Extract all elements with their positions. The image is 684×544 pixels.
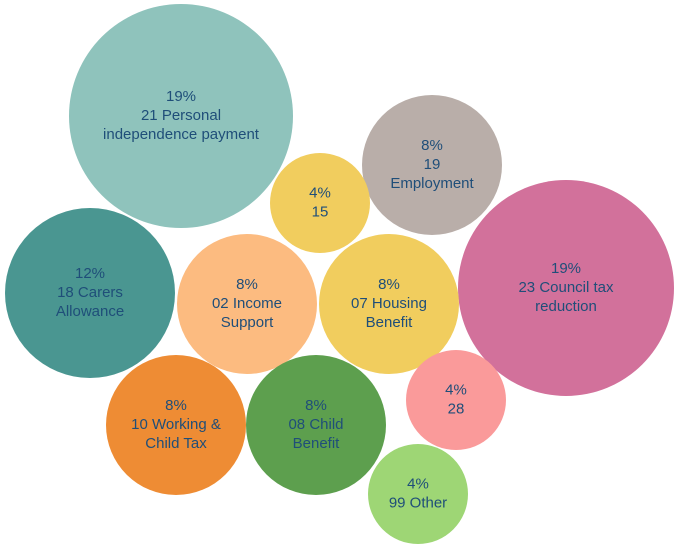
bubble-percent-council-tax-reduction: 19%: [551, 260, 581, 277]
bubble-category-line-personal-independence-payment: 21 Personal: [141, 107, 221, 124]
bubble-category-line-employment: 19: [424, 156, 441, 173]
bubble-circle-category-15: [270, 153, 370, 253]
bubble-category-line-employment: Employment: [390, 175, 474, 192]
bubble-personal-independence-payment: 19% 21 Personal independence payment: [69, 4, 293, 228]
bubble-circle-other: [368, 444, 468, 544]
bubble-category-line-child-benefit: 08 Child: [288, 416, 343, 433]
bubble-label-carers-allowance: 12% 18 Carers Allowance: [56, 265, 124, 320]
bubble-category-line-council-tax-reduction: reduction: [535, 298, 597, 315]
bubble-circle-housing-benefit: [319, 234, 459, 374]
bubble-category-line-working-child-tax: 10 Working &: [131, 416, 221, 433]
bubble-income-support: 8% 02 Income Support: [177, 234, 317, 374]
bubble-category-line-personal-independence-payment: independence payment: [103, 126, 260, 143]
bubble-label-category-28: 4% 28: [445, 381, 467, 417]
bubble-percent-working-child-tax: 8%: [165, 397, 187, 414]
bubble-label-employment: 8% 19 Employment: [390, 137, 474, 192]
bubble-housing-benefit: 8% 07 Housing Benefit: [319, 234, 459, 374]
bubble-category-line-category-28: 28: [448, 400, 465, 417]
bubble-child-benefit: 8% 08 Child Benefit: [246, 355, 386, 495]
bubble-category-line-council-tax-reduction: 23 Council tax: [518, 279, 614, 296]
bubble-category-line-category-15: 15: [312, 203, 329, 220]
bubble-carers-allowance: 12% 18 Carers Allowance: [5, 208, 175, 378]
bubble-circle-employment: [362, 95, 502, 235]
bubble-working-child-tax: 8% 10 Working & Child Tax: [106, 355, 246, 495]
bubble-category-28: 4% 28: [406, 350, 506, 450]
bubble-circle-category-28: [406, 350, 506, 450]
bubble-category-line-income-support: Support: [221, 314, 274, 331]
bubble-percent-income-support: 8%: [236, 276, 258, 293]
bubble-label-income-support: 8% 02 Income Support: [212, 276, 282, 331]
bubble-category-line-working-child-tax: Child Tax: [145, 435, 207, 452]
bubble-label-other: 4% 99 Other: [389, 475, 447, 511]
bubble-percent-child-benefit: 8%: [305, 397, 327, 414]
bubble-category-line-carers-allowance: 18 Carers: [57, 284, 123, 301]
bubble-circle-working-child-tax: [106, 355, 246, 495]
bubble-council-tax-reduction: 19% 23 Council tax reduction: [458, 180, 674, 396]
bubble-category-line-housing-benefit: Benefit: [366, 314, 414, 331]
bubble-percent-other: 4%: [407, 475, 429, 492]
bubble-circle-carers-allowance: [5, 208, 175, 378]
bubble-label-child-benefit: 8% 08 Child Benefit: [288, 397, 343, 452]
bubble-percent-carers-allowance: 12%: [75, 265, 105, 282]
bubble-percent-category-15: 4%: [309, 184, 331, 201]
bubble-other: 4% 99 Other: [368, 444, 468, 544]
bubble-percent-housing-benefit: 8%: [378, 276, 400, 293]
bubble-category-line-carers-allowance: Allowance: [56, 303, 124, 320]
bubble-circle-council-tax-reduction: [458, 180, 674, 396]
bubble-percent-employment: 8%: [421, 137, 443, 154]
bubble-category-line-other: 99 Other: [389, 494, 447, 511]
bubble-label-working-child-tax: 8% 10 Working & Child Tax: [131, 397, 221, 452]
bubble-category-line-child-benefit: Benefit: [293, 435, 341, 452]
bubble-percent-personal-independence-payment: 19%: [166, 88, 196, 105]
bubble-label-housing-benefit: 8% 07 Housing Benefit: [351, 276, 427, 331]
bubble-label-personal-independence-payment: 19% 21 Personal independence payment: [103, 88, 260, 143]
bubble-label-council-tax-reduction: 19% 23 Council tax reduction: [518, 260, 614, 315]
bubble-category-line-housing-benefit: 07 Housing: [351, 295, 427, 312]
bubble-percent-category-28: 4%: [445, 381, 467, 398]
bubble-category-15: 4% 15: [270, 153, 370, 253]
bubble-circle-child-benefit: [246, 355, 386, 495]
bubble-employment: 8% 19 Employment: [362, 95, 502, 235]
bubble-circle-personal-independence-payment: [69, 4, 293, 228]
bubble-category-line-income-support: 02 Income: [212, 295, 282, 312]
bubble-label-category-15: 4% 15: [309, 184, 331, 220]
bubble-circle-income-support: [177, 234, 317, 374]
